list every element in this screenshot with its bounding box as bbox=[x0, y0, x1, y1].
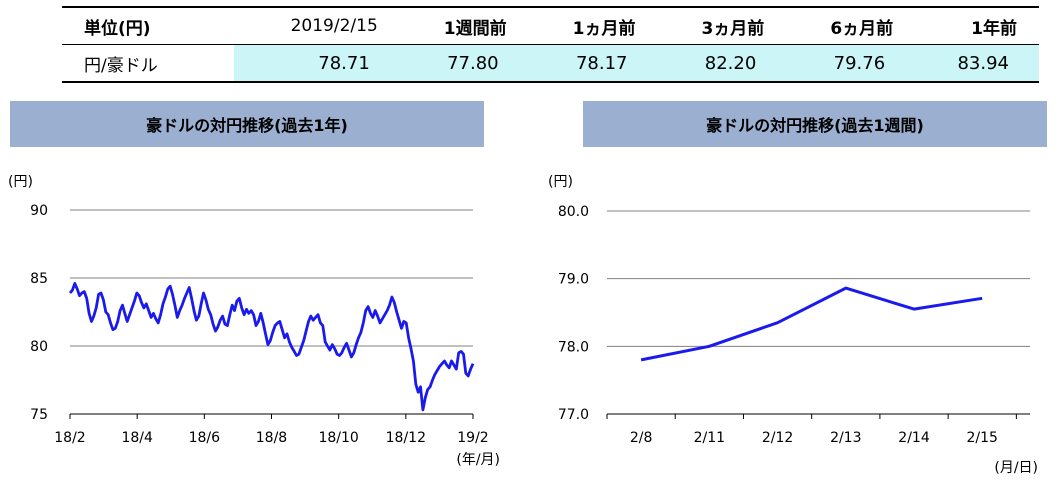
y-tick-label: 78.0 bbox=[558, 339, 589, 355]
y-tick-label: 90 bbox=[30, 203, 48, 219]
col-1month: 1ヵ月前 bbox=[528, 6, 658, 45]
x-tick-label: 2/13 bbox=[830, 430, 861, 446]
x-tick-label: 18/10 bbox=[318, 430, 358, 446]
y-tick-label: 75 bbox=[30, 407, 48, 423]
x-tick-label: 18/2 bbox=[54, 430, 85, 446]
series-line-1year bbox=[68, 282, 475, 412]
y-tick-label: 79.0 bbox=[558, 272, 589, 288]
x-tick-label: 2/8 bbox=[630, 430, 653, 446]
chart-1year: 75 80 85 90 18/2 18/4 18/6 18/8 18/10 18/12 19/2 (円… bbox=[8, 174, 500, 468]
x-tick-label: 18/8 bbox=[256, 430, 287, 446]
y-axis-label: (円) bbox=[548, 174, 573, 190]
summary-value-row: 円/豪ドル 78.71 77.80 78.17 82.20 79.76 83.9… bbox=[62, 44, 1039, 83]
chart-1week: 77.0 78.0 79.0 80.0 2/8 2/11 2/12 2/13 2/14 2/15 (… bbox=[548, 174, 1038, 476]
x-tick-label: 18/6 bbox=[189, 430, 221, 446]
summary-header-row: 単位(円) 2019/2/15 1週間前 1ヵ月前 3ヵ月前 6ヵ月前 1年前 bbox=[62, 6, 1039, 45]
x-tick-label: 2/15 bbox=[967, 430, 998, 446]
y-tick-label: 77.0 bbox=[558, 407, 589, 423]
value-3month: 82.20 bbox=[657, 44, 787, 83]
value-1month: 78.17 bbox=[528, 44, 658, 83]
x-axis-label: (年/月) bbox=[456, 452, 500, 468]
x-tick-label: 2/14 bbox=[898, 430, 930, 446]
y-tick-label: 80.0 bbox=[558, 204, 589, 220]
y-axis-label: (円) bbox=[8, 174, 33, 190]
x-tick-label: 19/2 bbox=[457, 430, 488, 446]
value-1year: 83.94 bbox=[915, 44, 1039, 83]
series-line-1week bbox=[640, 286, 983, 362]
value-date: 78.71 bbox=[234, 44, 400, 83]
x-tick-label: 18/12 bbox=[386, 430, 426, 446]
col-3month: 3ヵ月前 bbox=[657, 6, 787, 45]
summary-table: 単位(円) 2019/2/15 1週間前 1ヵ月前 3ヵ月前 6ヵ月前 1年前 … bbox=[62, 6, 1039, 83]
col-6month: 6ヵ月前 bbox=[786, 6, 916, 45]
x-tick-label: 2/11 bbox=[694, 430, 725, 446]
y-tick-label: 80 bbox=[30, 339, 48, 355]
row-label: 円/豪ドル bbox=[62, 44, 234, 83]
y-tick-label: 85 bbox=[30, 271, 48, 287]
col-date: 2019/2/15 bbox=[234, 6, 400, 45]
chart-left-title: 豪ドルの対円推移(過去1年) bbox=[10, 101, 484, 147]
chart-right-title: 豪ドルの対円推移(過去1週間) bbox=[583, 101, 1047, 147]
col-1year: 1年前 bbox=[915, 6, 1039, 45]
unit-label: 単位(円) bbox=[62, 6, 234, 45]
value-1week: 77.80 bbox=[399, 44, 529, 83]
x-axis-label: (月/日) bbox=[994, 460, 1038, 476]
col-1week: 1週間前 bbox=[399, 6, 529, 45]
x-tick-label: 18/4 bbox=[121, 430, 153, 446]
x-tick-label: 2/12 bbox=[762, 430, 793, 446]
value-6month: 79.76 bbox=[786, 44, 916, 83]
